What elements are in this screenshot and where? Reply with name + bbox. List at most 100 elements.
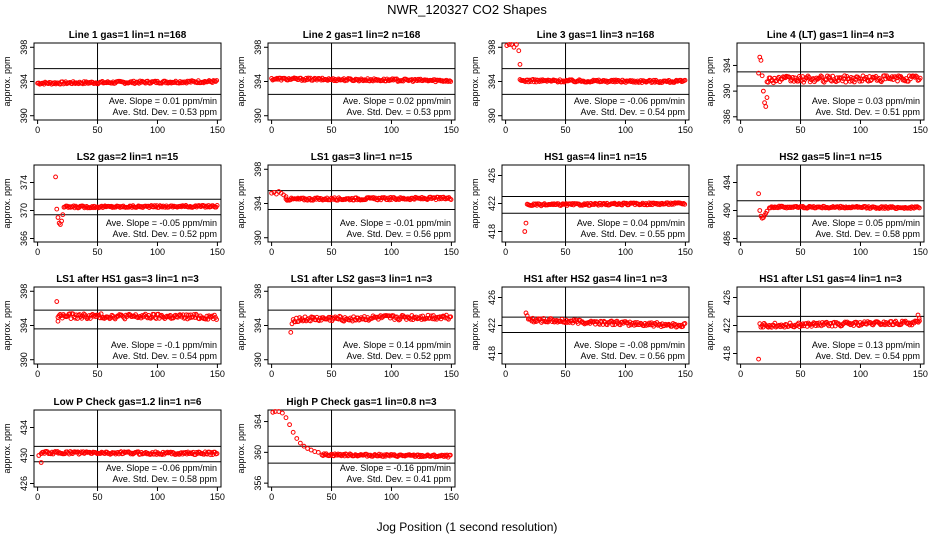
y-axis-label: approx. ppm [705, 56, 715, 106]
y-axis-label: approx. ppm [470, 178, 480, 228]
data-point [581, 201, 587, 207]
data-point [180, 80, 186, 86]
y-axis-label: approx. ppm [705, 178, 715, 228]
x-axis-label: Jog Position (1 second resolution) [377, 520, 558, 534]
data-point [814, 75, 819, 81]
data-points [522, 200, 688, 234]
data-point [54, 206, 60, 212]
slope-annotation: Ave. Slope = -0.08 ppm/min [574, 340, 685, 350]
data-point [619, 319, 625, 325]
data-point [634, 79, 639, 85]
slope-annotation: Ave. Slope = -0.16 ppm/min [340, 463, 451, 473]
data-point [663, 321, 668, 327]
data-point [916, 205, 922, 211]
panel-12: HS1 after LS1 gas=4 lin=1 n=3 approx. ppm… [705, 274, 928, 379]
plot-frame [33, 164, 222, 243]
data-point [682, 77, 688, 83]
data-point [159, 204, 165, 210]
data-point [829, 205, 835, 210]
data-point [541, 316, 546, 321]
x-tick-label: 100 [384, 492, 399, 502]
data-point [848, 205, 854, 211]
data-point [101, 204, 107, 210]
data-point [630, 79, 636, 85]
panel-title: LS2 gas=2 lin=1 n=15 [77, 152, 179, 163]
panel-title: Low P Check gas=1.2 lin=1 n=6 [54, 397, 202, 408]
x-tick-label: 150 [210, 125, 225, 135]
panel-title: HS1 after LS1 gas=4 lin=1 n=3 [759, 274, 902, 285]
y-tick-label: 398 [253, 284, 263, 299]
x-tick-label: 0 [269, 247, 274, 257]
data-point [170, 204, 176, 210]
x-tick-label: 100 [853, 125, 868, 135]
std-dev-annotation: Ave. Std. Dev. = 0.53 ppm [113, 107, 217, 117]
panel-10: LS1 after LS2 gas=3 lin=1 n=3 approx. ppm… [236, 274, 459, 379]
data-point [549, 78, 555, 84]
x-tick-label: 150 [444, 369, 459, 379]
y-tick-label: 394 [253, 74, 263, 89]
data-point [164, 79, 170, 85]
data-point [387, 197, 392, 203]
std-dev-annotation: Ave. Std. Dev. = 0.51 ppm [816, 107, 920, 117]
data-point [205, 79, 211, 84]
data-point [270, 409, 276, 415]
panel-13: Low P Check gas=1.2 lin=1 n=6 approx. ppm… [2, 397, 225, 502]
x-tick-label: 0 [269, 125, 274, 135]
data-point [448, 197, 454, 202]
data-point [67, 311, 73, 317]
data-point [316, 318, 322, 324]
data-point [601, 318, 607, 324]
data-point [759, 73, 765, 79]
data-point [888, 76, 894, 82]
data-point [523, 220, 529, 226]
data-point [214, 317, 219, 322]
y-tick-label: 434 [19, 420, 29, 435]
data-point [85, 315, 91, 321]
data-point [768, 205, 773, 211]
y-tick-label: 390 [253, 108, 263, 123]
data-point [615, 202, 621, 207]
std-dev-annotation: Ave. Std. Dev. = 0.56 ppm [347, 229, 451, 239]
panel-title: HS1 after HS2 gas=4 lin=1 n=3 [524, 274, 668, 285]
x-tick-label: 100 [384, 369, 399, 379]
std-dev-annotation: Ave. Std. Dev. = 0.55 ppm [581, 229, 685, 239]
data-point [269, 190, 274, 196]
panel-title: LS1 gas=3 lin=1 n=15 [311, 152, 413, 163]
x-tick-label: 50 [327, 492, 337, 502]
x-tick-label: 50 [796, 369, 806, 379]
data-point [107, 316, 113, 322]
data-points [756, 54, 923, 109]
data-point [447, 452, 453, 458]
data-points [36, 448, 220, 465]
slope-annotation: Ave. Slope = 0.04 ppm/min [577, 218, 685, 228]
data-points [504, 42, 688, 85]
y-axis-label: approx. ppm [470, 56, 480, 106]
data-point [559, 202, 565, 208]
data-point [315, 449, 321, 455]
y-tick-label: 486 [722, 231, 732, 246]
data-point [54, 299, 60, 304]
y-tick-label: 394 [487, 74, 497, 89]
data-point [681, 201, 687, 206]
data-point [203, 316, 209, 322]
slope-annotation: Ave. Slope = 0.03 ppm/min [812, 96, 920, 106]
data-point [682, 321, 688, 326]
data-point [182, 204, 188, 209]
data-point [56, 313, 62, 319]
figure-title: NWR_120327 CO2 Shapes [387, 2, 547, 17]
data-point [133, 312, 139, 318]
data-point [274, 75, 280, 81]
y-axis-label: approx. ppm [236, 178, 246, 228]
y-tick-label: 398 [253, 40, 263, 55]
x-tick-label: 0 [35, 125, 40, 135]
data-point [560, 78, 566, 84]
data-point [299, 78, 305, 83]
data-point [917, 75, 923, 81]
data-point [813, 323, 819, 329]
data-points [523, 310, 688, 330]
panel-5: LS2 gas=2 lin=1 n=15 approx. ppm 0 50 100 150… [2, 152, 225, 257]
data-point [288, 329, 294, 335]
panel-4: Line 4 (LT) gas=1 lin=4 n=3 approx. ppm 0 5… [705, 30, 928, 135]
x-tick-label: 150 [210, 369, 225, 379]
data-point [152, 315, 158, 320]
